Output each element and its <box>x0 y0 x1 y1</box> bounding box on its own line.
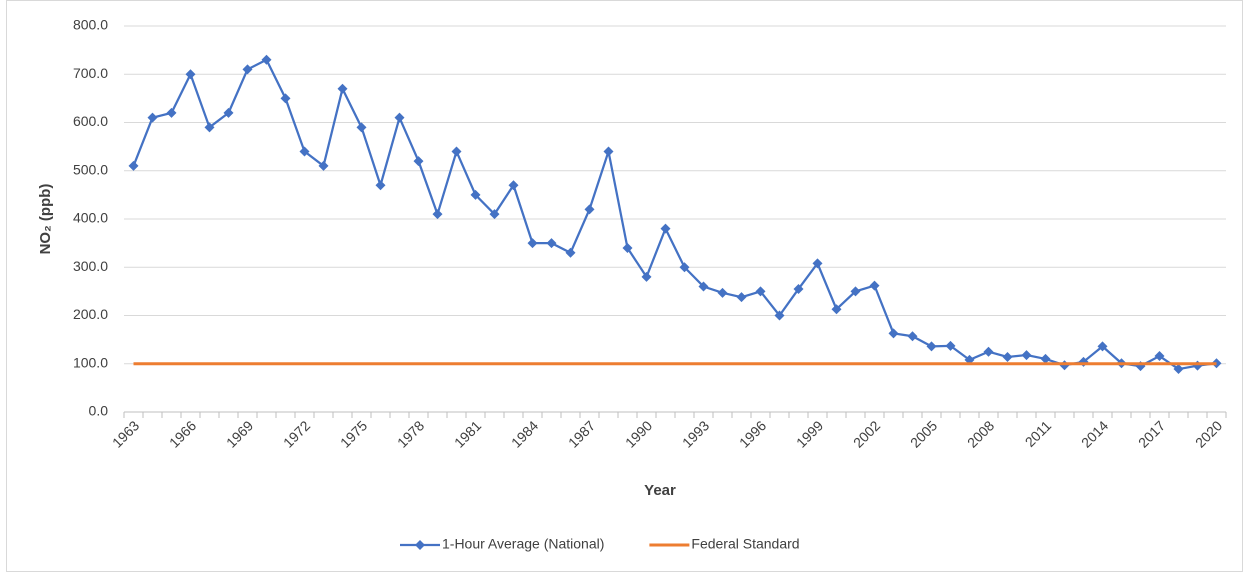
data-point <box>166 107 177 118</box>
data-point <box>755 286 766 297</box>
y-tick-label: 600.0 <box>73 113 108 129</box>
data-point <box>261 54 272 65</box>
data-point <box>280 93 291 104</box>
data-point <box>147 112 158 123</box>
data-point <box>565 247 576 258</box>
data-point <box>1002 351 1013 362</box>
data-point <box>299 146 310 157</box>
data-point <box>793 283 804 294</box>
data-point <box>603 146 614 157</box>
y-tick-label: 800.0 <box>73 17 108 33</box>
data-point <box>869 280 880 291</box>
data-point <box>185 69 196 80</box>
data-point <box>698 281 709 292</box>
data-point <box>394 112 405 123</box>
data-point <box>584 204 595 215</box>
data-point <box>527 238 538 249</box>
data-point <box>907 331 918 342</box>
data-point <box>413 156 424 167</box>
data-point <box>679 262 690 273</box>
data-point <box>356 122 367 133</box>
data-point <box>717 287 728 298</box>
data-point <box>926 341 937 352</box>
data-point <box>337 83 348 94</box>
data-point <box>888 328 899 339</box>
data-point <box>622 242 633 253</box>
y-axis-title: NO₂ (ppb) <box>37 184 54 255</box>
data-point <box>850 286 861 297</box>
data-point <box>983 346 994 357</box>
data-point <box>508 180 519 191</box>
y-tick-label: 400.0 <box>73 210 108 226</box>
data-point <box>546 238 557 249</box>
data-point <box>1154 351 1165 362</box>
data-point <box>1173 364 1184 375</box>
legend-label: Federal Standard <box>691 536 799 552</box>
y-tick-label: 200.0 <box>73 306 108 322</box>
y-tick-label: 0.0 <box>89 403 109 419</box>
legend-marker <box>415 540 425 550</box>
data-point <box>470 189 481 200</box>
data-point <box>223 107 234 118</box>
data-point <box>641 271 652 282</box>
y-tick-label: 100.0 <box>73 354 108 370</box>
y-tick-label: 500.0 <box>73 161 108 177</box>
data-point <box>375 180 386 191</box>
y-tick-label: 700.0 <box>73 65 108 81</box>
data-point <box>432 209 443 220</box>
data-point <box>1040 353 1051 364</box>
legend-label: 1-Hour Average (National) <box>442 536 604 552</box>
data-point <box>812 258 823 269</box>
data-point <box>1021 350 1032 361</box>
data-point <box>736 292 747 303</box>
series-line <box>132 58 1217 371</box>
x-axis-title: Year <box>644 482 676 499</box>
data-point <box>945 340 956 351</box>
data-point <box>451 146 462 157</box>
data-point <box>242 64 253 75</box>
data-point <box>489 209 500 220</box>
data-point <box>204 122 215 133</box>
data-point <box>774 310 785 321</box>
chart-frame <box>6 0 1243 572</box>
data-point <box>1097 341 1108 352</box>
data-point <box>318 160 329 171</box>
data-point <box>660 223 671 234</box>
y-tick-label: 300.0 <box>73 258 108 274</box>
data-point <box>831 304 842 315</box>
data-point <box>128 160 139 171</box>
